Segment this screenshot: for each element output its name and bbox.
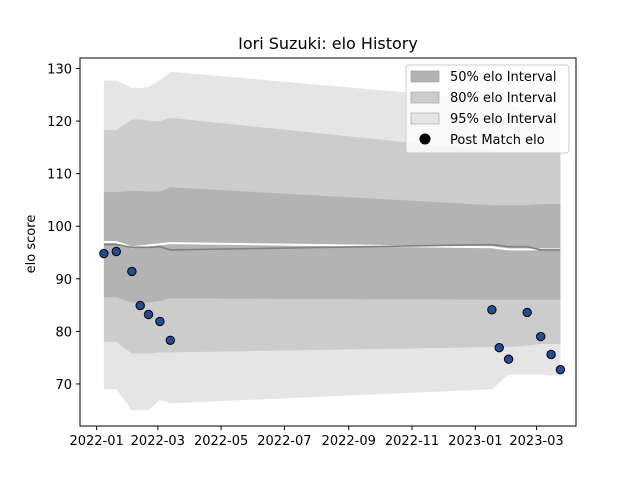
post-match-elo-point [536, 331, 546, 342]
legend-swatch [410, 70, 440, 83]
post-match-elo-point [155, 316, 165, 327]
x-tick-label: 2023-03 [509, 434, 563, 449]
post-match-elo-point [165, 335, 176, 345]
legend-box [405, 64, 570, 154]
axes: 2022-01 2022-03 2022-05 2022-07 2022-09 2022-… [47, 57, 577, 449]
y-tick-label: 120 [47, 115, 72, 130]
post-match-elo-point [143, 309, 154, 320]
y-axis-label: elo score [24, 215, 39, 274]
legend-label: 80% elo Interval [450, 91, 557, 106]
post-match-elo-point [135, 300, 145, 311]
chart-title: Iori Suzuki: elo History [238, 34, 418, 53]
post-match-elo-point [99, 248, 109, 259]
post-match-elo-point [522, 307, 532, 318]
x-tick-label: 2022-05 [194, 434, 248, 449]
x-tick-label: 2022-11 [385, 434, 439, 449]
legend-label: 95% elo Interval [450, 112, 557, 127]
legend: 50% elo Interval 80% elo Interval 95% elo … [405, 64, 570, 154]
legend-marker [419, 133, 431, 145]
x-tick-label: 2022-07 [257, 434, 311, 449]
y-tick-label: 130 [47, 63, 72, 78]
post-match-elo-point [487, 305, 497, 315]
y-tick-label: 80 [55, 325, 72, 340]
y-tick-label: 70 [55, 378, 72, 393]
x-tick-label: 2022-01 [69, 434, 123, 449]
legend-swatch [410, 112, 440, 125]
y-tick-label: 110 [47, 168, 72, 183]
legend-swatch [410, 91, 440, 104]
post-match-elo-point [503, 354, 514, 364]
plot-area [99, 71, 566, 411]
x-tick-label: 2023-01 [448, 434, 502, 449]
post-match-elo-point [494, 343, 504, 353]
y-tick-label: 90 [55, 273, 72, 288]
x-tick-label: 2022-09 [322, 434, 376, 449]
post-match-elo-point [111, 246, 122, 257]
mean-line [103, 241, 561, 251]
legend-label: 50% elo Interval [450, 70, 557, 85]
post-match-elo-point [127, 266, 137, 277]
median-line [103, 243, 561, 251]
post-match-elo-point [555, 365, 566, 375]
x-tick-label: 2022-03 [131, 434, 185, 449]
post-match-elo-point [546, 349, 556, 360]
legend-label: Post Match elo [450, 133, 545, 148]
y-tick-label: 100 [47, 220, 72, 235]
plot-frame [79, 57, 577, 427]
